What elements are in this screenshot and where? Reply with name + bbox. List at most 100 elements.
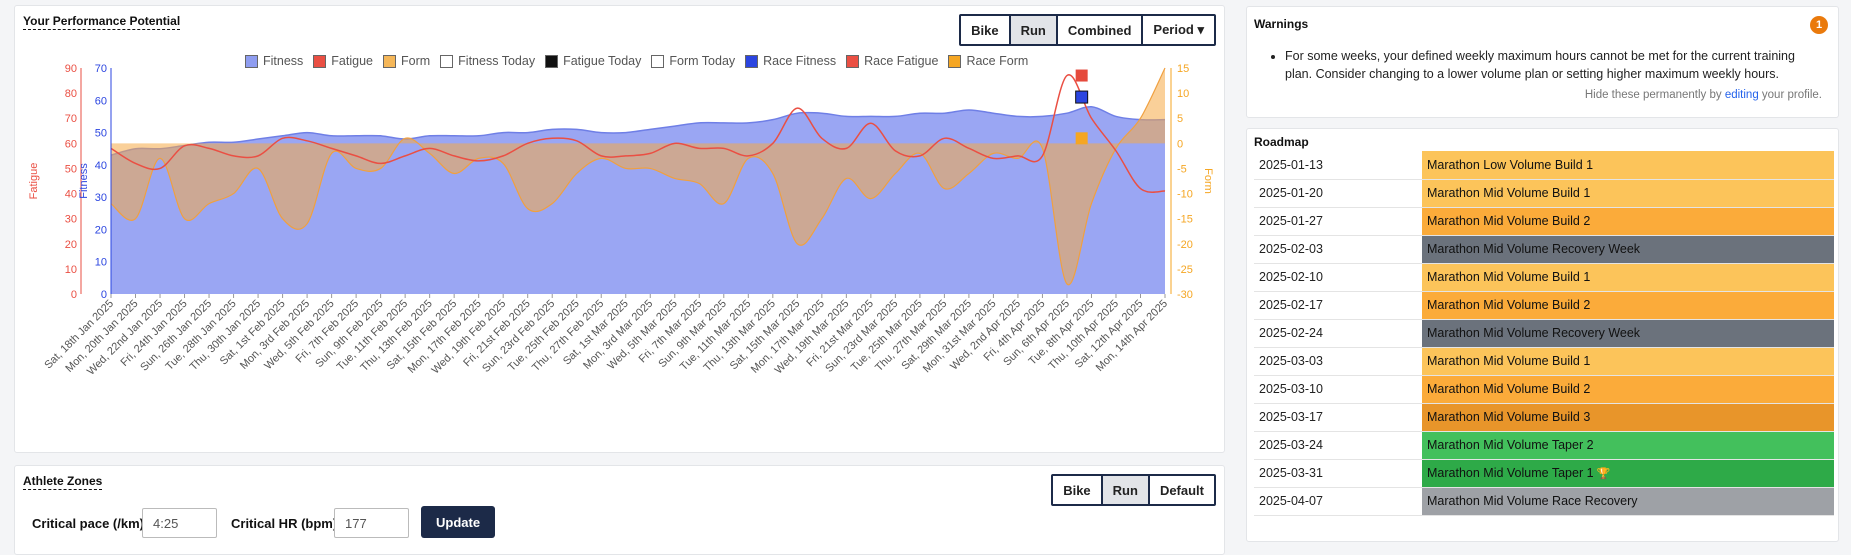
legend-label: Fatigue	[331, 54, 373, 68]
roadmap-date: 2025-02-03	[1254, 235, 1422, 264]
editing-link[interactable]: editing	[1724, 89, 1759, 101]
legend-label: Form Today	[669, 54, 736, 68]
fatigue-line	[110, 74, 1166, 193]
critical-pace-label: Critical pace (/km)	[32, 516, 144, 531]
roadmap-plan[interactable]: Marathon Mid Volume Build 1	[1422, 347, 1834, 376]
athlete-zones-title: Athlete Zones	[23, 474, 103, 490]
roadmap-plan[interactable]: Marathon Mid Volume Build 1	[1422, 263, 1834, 292]
zones-run-button[interactable]: Run	[1100, 474, 1150, 506]
roadmap-plan-label: Marathon Mid Volume Build 2	[1427, 298, 1591, 312]
legend-swatch	[440, 54, 454, 68]
roadmap-plan-label: Marathon Mid Volume Build 2	[1427, 382, 1591, 396]
roadmap-plan[interactable]: Marathon Mid Volume Recovery Week	[1422, 319, 1834, 348]
chart-legend: Fitness Fatigue Form Fitness Today Fatigue T…	[245, 54, 1028, 68]
roadmap-plan-label: Marathon Mid Volume Build 1	[1427, 186, 1591, 200]
roadmap-date: 2025-04-07	[1254, 487, 1422, 516]
legend-item[interactable]: Fitness	[245, 54, 303, 68]
fatigue-tick-label: 30	[65, 214, 77, 226]
form-tick-label: -30	[1177, 289, 1193, 301]
legend-item[interactable]: Fatigue	[313, 54, 373, 68]
legend-label: Fatigue Today	[563, 54, 642, 68]
legend-item[interactable]: Race Fitness	[745, 54, 836, 68]
fatigue-tick-label: 40	[65, 189, 77, 201]
form-line	[110, 67, 1166, 286]
fitness-axis-title: Fitness	[78, 163, 90, 199]
legend-item[interactable]: Race Form	[948, 54, 1028, 68]
zones-mode-buttons: Bike Run Default	[1051, 474, 1216, 506]
roadmap-date: 2025-03-31	[1254, 459, 1422, 488]
performance-panel: 0 10 20 30 40 50 60 70 80 90 0 10 20 30 40 50 60 70 15 10 5 0…	[14, 5, 1225, 453]
race-fitness-marker	[1075, 90, 1089, 104]
roadmap-plan[interactable]: Marathon Mid Volume Build 3	[1422, 403, 1834, 432]
roadmap-plan-label: Marathon Mid Volume Taper 1	[1427, 466, 1594, 480]
roadmap-row: 2025-01-20 Marathon Mid Volume Build 1	[1254, 179, 1834, 208]
legend-item[interactable]: Fitness Today	[440, 54, 535, 68]
legend-item[interactable]: Form	[383, 54, 430, 68]
zones-bike-button[interactable]: Bike	[1051, 474, 1103, 506]
fatigue-tick-label: 90	[65, 63, 77, 75]
roadmap-panel: Roadmap 2025-01-13 Marathon Low Volume Bu…	[1246, 128, 1839, 542]
fatigue-tick-label: 80	[65, 88, 77, 100]
roadmap-plan[interactable]: Marathon Mid Volume Build 2	[1422, 291, 1834, 320]
fitness-tick-label: 30	[95, 192, 107, 204]
fatigue-tick-label: 70	[65, 113, 77, 125]
hide-note-prefix: Hide these permanently by	[1584, 89, 1725, 101]
fitness-tick-label: 20	[95, 224, 107, 236]
warnings-list: For some weeks, your defined weekly maxi…	[1285, 47, 1815, 83]
roadmap-plan[interactable]: Marathon Mid Volume Recovery Week	[1422, 235, 1834, 264]
roadmap-date: 2025-03-10	[1254, 375, 1422, 404]
roadmap-plan-label: Marathon Mid Volume Recovery Week	[1427, 326, 1641, 340]
roadmap-plan-label: Marathon Mid Volume Recovery Week	[1427, 242, 1641, 256]
legend-label: Form	[401, 54, 431, 68]
roadmap-plan[interactable]: Marathon Mid Volume Build 1	[1422, 179, 1834, 208]
fitness-line	[110, 105, 1166, 156]
roadmap-row: 2025-02-10 Marathon Mid Volume Build 1	[1254, 263, 1834, 292]
roadmap-plan[interactable]: Marathon Mid Volume Build 2	[1422, 375, 1834, 404]
form-tick-label: 5	[1177, 113, 1183, 125]
critical-pace-input[interactable]: 4:25	[142, 508, 217, 538]
legend-swatch	[948, 54, 962, 68]
legend-label: Race Fitness	[763, 54, 837, 68]
trophy-icon: 🏆	[1593, 468, 1611, 480]
fitness-tick-label: 10	[95, 257, 107, 269]
roadmap-row: 2025-03-31 Marathon Mid Volume Taper 1 🏆	[1254, 459, 1834, 488]
form-tick-label: -15	[1177, 214, 1193, 226]
roadmap-plan[interactable]: Marathon Mid Volume Taper 2	[1422, 431, 1834, 460]
fitness-tick-label: 40	[95, 160, 107, 172]
roadmap-plan[interactable]: Marathon Mid Volume Taper 1 🏆	[1422, 459, 1834, 488]
legend-item[interactable]: Fatigue Today	[545, 54, 641, 68]
fatigue-tick-label: 20	[65, 239, 77, 251]
roadmap-plan-label: Marathon Mid Volume Build 1	[1427, 354, 1591, 368]
legend-item[interactable]: Form Today	[651, 54, 735, 68]
roadmap-plan[interactable]: Marathon Mid Volume Race Recovery	[1422, 487, 1834, 516]
perf-bike-button[interactable]: Bike	[959, 14, 1011, 46]
zones-default-button[interactable]: Default	[1147, 474, 1216, 506]
form-area	[111, 68, 1165, 285]
roadmap-row: 2025-03-24 Marathon Mid Volume Taper 2	[1254, 431, 1834, 460]
critical-hr-input[interactable]: 177	[334, 508, 409, 538]
fatigue-tick-label: 10	[65, 264, 77, 276]
form-tick-label: 0	[1177, 138, 1183, 150]
fitness-tick-label: 70	[95, 63, 107, 75]
roadmap-plan[interactable]: Marathon Mid Volume Build 2	[1422, 207, 1834, 236]
roadmap-plan-label: Marathon Mid Volume Build 2	[1427, 214, 1591, 228]
perf-combined-button[interactable]: Combined	[1055, 14, 1144, 46]
roadmap-plan[interactable]: Marathon Low Volume Build 1	[1422, 151, 1834, 180]
roadmap-plan-label: Marathon Mid Volume Build 3	[1427, 410, 1591, 424]
form-axis-title: Form	[1202, 168, 1214, 194]
legend-swatch	[651, 54, 665, 68]
roadmap-plan-label: Marathon Mid Volume Build 1	[1427, 270, 1591, 284]
legend-item[interactable]: Race Fatigue	[846, 54, 938, 68]
form-tick-label: -25	[1177, 264, 1193, 276]
roadmap-date: 2025-02-24	[1254, 319, 1422, 348]
roadmap-row: 2025-03-17 Marathon Mid Volume Build 3	[1254, 403, 1834, 432]
roadmap-plan-label: Marathon Low Volume Build 1	[1427, 157, 1594, 172]
perf-run-button[interactable]: Run	[1008, 14, 1058, 46]
perf-period-button[interactable]: Period ▾	[1141, 14, 1216, 46]
update-button[interactable]: Update	[421, 506, 496, 538]
warnings-count-badge: 1	[1810, 16, 1828, 34]
warning-item: For some weeks, your defined weekly maxi…	[1285, 47, 1815, 83]
legend-swatch	[745, 54, 759, 68]
legend-swatch	[245, 54, 258, 68]
